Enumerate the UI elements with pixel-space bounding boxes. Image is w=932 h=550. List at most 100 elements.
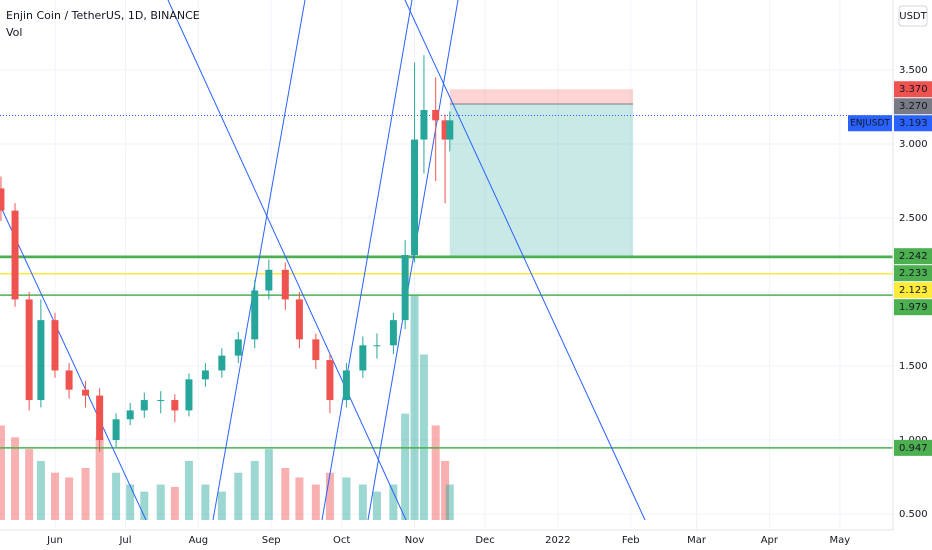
trend-line [404,0,646,521]
volume-bar [156,484,165,520]
trend-line [321,0,413,521]
volume-bar [234,472,243,520]
candle-body [446,120,454,140]
candle-body [185,379,193,411]
volume-bar [372,491,381,520]
x-tick-label: Dec [475,535,494,546]
volume-bar [0,425,5,520]
x-tick-label: Sep [262,535,281,546]
x-tick-label: 2022 [545,535,570,546]
candle-body [112,419,120,441]
candle-body [432,109,440,121]
volume-bar [81,468,90,520]
x-tick-label: Oct [333,535,350,546]
candle-body [218,355,226,371]
volume-bar [217,491,226,520]
symbol-tag: ENJUSDT [850,119,890,129]
candle-body [157,400,165,402]
stop-zone [449,89,634,105]
trend-line [367,0,459,521]
price-label-bg [894,248,932,265]
x-tick-label: Mar [687,535,707,546]
volume-bar [281,468,290,520]
price-label-bg [894,265,932,282]
price-label-bg [894,282,932,299]
volume-bar [250,460,259,520]
y-tick-label: 3.500 [899,65,928,76]
candle-body [373,345,381,347]
price-label: 2.233 [899,268,928,279]
candle-body [0,188,5,211]
volume-bar [401,413,410,520]
candle-body [342,370,350,401]
volume-bar [445,484,454,520]
currency[interactable]: USDT [899,11,927,22]
x-tick-label: Nov [405,535,425,546]
price-label: 3.193 [899,118,928,129]
volume-pane [0,295,454,520]
trend-line [167,0,407,521]
volume-bar [358,484,367,520]
volume-bar [126,484,135,520]
candle-body [281,269,289,300]
grid [0,0,893,530]
volume-bar [419,354,428,520]
candle-body [389,320,397,346]
y-tick-label: 0.500 [899,509,928,520]
candle-body [411,139,419,256]
trend-line [212,0,306,521]
price-label-bg [894,98,932,115]
volume-bar [95,437,104,520]
volume-bar [295,477,304,520]
volume-bar [201,484,210,520]
volume-bar [441,460,450,520]
price-label: 2.242 [899,251,928,262]
y-tick-label: 3.000 [899,139,928,150]
volume-bar [65,477,74,520]
candle-body [265,269,273,291]
symbol-tag-bg [848,115,892,132]
candle-body [37,320,45,401]
volume-bar [11,437,20,520]
y-tick-label: 1.500 [899,361,928,372]
price-label: 3.370 [899,84,928,95]
volume-bar [325,472,334,520]
candle-body [326,360,334,401]
x-tick-label: Aug [189,535,209,546]
candles [0,55,454,452]
volume-label: Vol [6,26,22,39]
price-label: 3.270 [899,101,928,112]
candle-body [65,370,73,390]
volume-bar [170,486,179,520]
candle-body [401,255,409,321]
volume-bar [36,460,45,520]
price-label-bg [894,439,932,456]
candle-body [420,109,428,140]
candle-body [25,299,33,401]
chart-title: Enjin Coin / TetherUS, 1D, BINANCE [6,9,200,22]
candle-body [312,339,320,361]
volume-bar [184,460,193,520]
y-tick-label: 2.500 [899,213,928,224]
position-tool [0,89,893,449]
candle-body [359,345,367,371]
candle-body [51,320,59,371]
volume-bar [140,491,149,520]
candle-body [201,370,209,380]
price-label-bg [894,299,932,316]
x-tick-label: Apr [761,535,779,546]
candle-body [96,395,104,441]
x-tick-label: Feb [622,535,640,546]
price-label: 2.123 [899,285,928,296]
volume-bar [410,295,419,520]
x-tick-label: Jul [118,535,131,546]
candle-body [11,210,19,300]
currency-box[interactable] [898,5,928,27]
volume-bar [342,477,351,520]
volume-bar [389,484,398,520]
volume-bar [311,484,320,520]
candle-body [251,290,259,340]
